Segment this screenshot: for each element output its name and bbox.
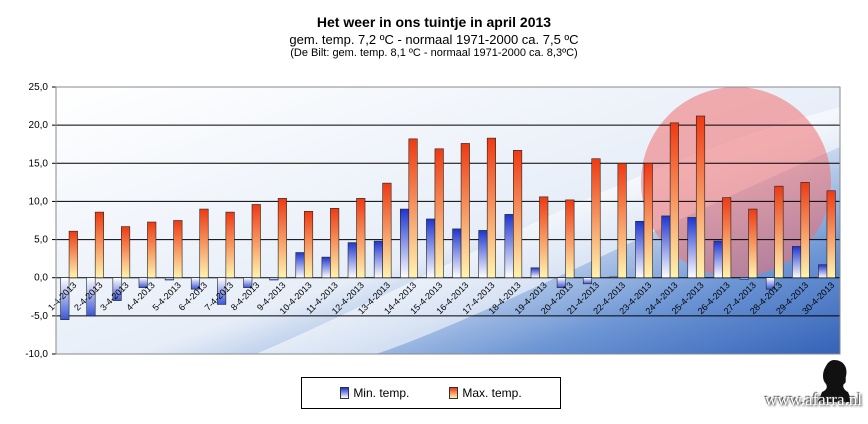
profile-silhouette-logo (818, 360, 852, 402)
max-temp-bar (774, 185, 784, 279)
max-temp-bar (591, 158, 601, 279)
min-temp-bar (321, 256, 331, 279)
min-temp-bar (112, 277, 122, 301)
min-temp-bar (217, 277, 227, 305)
max-temp-bar (565, 199, 575, 279)
min-temp-bar (791, 246, 802, 279)
max-temp-bar (486, 137, 497, 279)
legend-swatch-max (449, 387, 459, 399)
max-temp-bar (434, 148, 444, 279)
y-tick-label: 20,0 (29, 120, 49, 131)
y-tick-label: 10,0 (29, 196, 49, 207)
min-temp-bar (765, 277, 775, 290)
min-temp-bar (138, 277, 148, 288)
max-temp-bar (94, 211, 104, 279)
min-temp-bar (347, 242, 357, 279)
y-tick-label: 15,0 (29, 158, 49, 169)
max-temp-bar (225, 211, 235, 279)
y-tick-label: -10,0 (25, 349, 48, 360)
max-temp-bar (800, 182, 810, 279)
max-temp-bar (173, 220, 183, 279)
max-temp-bar (356, 198, 366, 279)
min-temp-bar (60, 277, 70, 320)
min-temp-bar (295, 252, 305, 279)
min-temp-bar (530, 267, 540, 279)
max-temp-bar (408, 138, 418, 279)
max-temp-bar (643, 162, 653, 279)
max-temp-bar (617, 162, 627, 279)
max-temp-bar (826, 190, 836, 279)
max-temp-bar (68, 230, 78, 279)
legend-item-min: Min. temp. (340, 386, 409, 400)
min-temp-bar (713, 240, 723, 279)
min-temp-bar (504, 214, 514, 279)
max-temp-bar (251, 204, 261, 279)
min-temp-bar (739, 277, 749, 280)
legend-label-min: Min. temp. (353, 386, 410, 400)
max-temp-bar (722, 197, 732, 279)
min-temp-bar (635, 220, 645, 279)
chart-title: Het weer in ons tuintje in april 2013 (316, 14, 552, 30)
legend-label-max: Max. temp. (462, 386, 522, 400)
min-temp-bar (373, 240, 383, 279)
min-temp-bar (86, 277, 96, 317)
y-tick-label: 5,0 (34, 235, 48, 246)
min-temp-bar (478, 230, 488, 279)
min-temp-bar (661, 215, 671, 279)
min-temp-bar (687, 217, 697, 279)
min-temp-bar (399, 208, 410, 279)
max-temp-bar (695, 115, 706, 279)
max-temp-bar (277, 198, 287, 279)
y-tick-label: 0,0 (34, 273, 48, 284)
min-temp-bar (164, 277, 174, 281)
max-temp-bar (539, 196, 549, 279)
max-temp-bar (460, 143, 470, 279)
min-temp-bar (818, 264, 828, 279)
min-temp-bar (426, 218, 436, 279)
min-temp-bar (190, 277, 201, 290)
chart-subtitle-2: (De Bilt: gem. temp. 8,1 ºC - normaal 19… (290, 47, 578, 59)
chart-legend: Min. temp. Max. temp. (301, 377, 561, 409)
y-tick-label: -5,0 (31, 311, 49, 322)
max-temp-bar (121, 226, 131, 279)
legend-swatch-min (340, 387, 350, 399)
min-temp-bar (556, 277, 566, 288)
max-temp-bar (513, 150, 523, 279)
min-temp-bar (609, 276, 619, 279)
legend-item-max: Max. temp. (449, 386, 522, 400)
plot-border (55, 86, 841, 355)
chart-subtitle: gem. temp. 7,2 ºC - normaal 1971-2000 ca… (289, 32, 579, 47)
max-temp-bar (330, 207, 340, 279)
max-temp-bar (669, 122, 679, 279)
min-temp-bar (582, 277, 593, 285)
min-temp-bar (452, 228, 462, 279)
watermark-text: www.afarra.nl (764, 390, 862, 409)
max-temp-bar (147, 221, 157, 279)
max-temp-bar (748, 208, 758, 279)
max-temp-bar (303, 211, 314, 279)
min-temp-bar (243, 277, 253, 288)
max-temp-bar (199, 208, 209, 279)
y-tick-label: 25,0 (29, 82, 49, 93)
max-temp-bar (382, 182, 392, 279)
min-temp-bar (269, 277, 279, 281)
